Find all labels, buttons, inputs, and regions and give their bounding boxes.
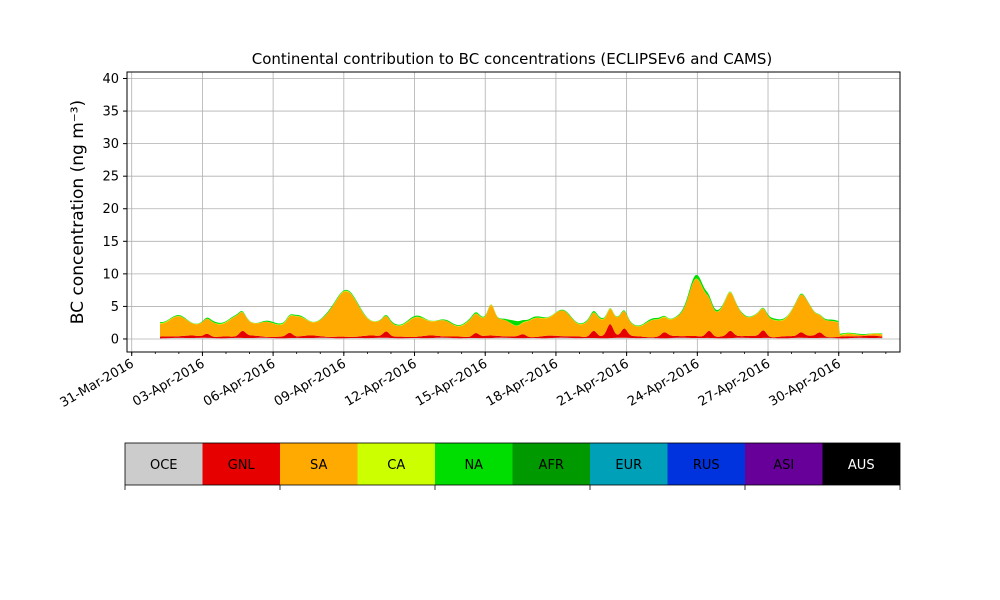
- area-oce: [159, 337, 883, 339]
- legend-colorbar: OCE GNL SA CA NA AFR EUR RUS ASI AUS: [124, 442, 901, 490]
- legend-label-sa: SA: [310, 458, 327, 473]
- y-tick-label: 5: [111, 300, 119, 315]
- chart-title: Continental contribution to BC concentra…: [252, 50, 773, 68]
- x-tick-label: 30-Apr-2016: [767, 356, 844, 409]
- x-tick-label: 15-Apr-2016: [413, 356, 490, 409]
- legend-label-afr: AFR: [539, 458, 564, 473]
- y-axis-label: BC concentration (ng m⁻³): [68, 100, 88, 324]
- legend-swatch-oce: [125, 443, 203, 485]
- legend-swatch-na: [435, 443, 513, 485]
- x-tick-label: 27-Apr-2016: [696, 356, 773, 409]
- legend-frame: [124, 442, 901, 486]
- legend-label-gnl: GNL: [228, 458, 256, 473]
- legend-label-oce: OCE: [150, 458, 178, 473]
- legend-swatch-eur: [590, 443, 668, 485]
- y-tick-label: 0: [111, 332, 119, 347]
- x-tick-label: 12-Apr-2016: [342, 356, 419, 409]
- y-tick-label: 30: [102, 137, 119, 152]
- y-tick-label: 35: [102, 105, 119, 120]
- legend-swatch-aus: [822, 443, 900, 485]
- area-na: [159, 274, 883, 335]
- x-tick-label: 24-Apr-2016: [625, 356, 702, 409]
- legend-swatch-gnl: [202, 443, 280, 485]
- legend-label-asi: ASI: [773, 458, 794, 473]
- legend-label-na: NA: [464, 458, 483, 473]
- y-tick-label: 20: [102, 202, 119, 217]
- legend-swatch-sa: [280, 443, 358, 485]
- x-tick-label: 03-Apr-2016: [130, 356, 207, 409]
- legend-swatch-ca: [357, 443, 435, 485]
- legend-label-aus: AUS: [848, 458, 875, 473]
- stacked-areas: [159, 274, 883, 339]
- area-gnl: [159, 324, 883, 339]
- legend-swatch-asi: [745, 443, 823, 485]
- x-tick-label: 21-Apr-2016: [555, 356, 632, 409]
- legend-label-eur: EUR: [615, 458, 642, 473]
- x-tick-label: 06-Apr-2016: [201, 356, 278, 409]
- x-tick-label: 09-Apr-2016: [272, 356, 349, 409]
- area-ca: [159, 278, 883, 336]
- x-tick-label: 31-Mar-2016: [58, 356, 137, 410]
- legend-swatch-afr: [512, 443, 590, 485]
- grid: [127, 72, 900, 352]
- legend-label-ca: CA: [387, 458, 405, 473]
- x-tick-label: 18-Apr-2016: [484, 356, 561, 409]
- legend-label-rus: RUS: [693, 458, 720, 473]
- y-tick-label: 15: [102, 235, 119, 250]
- y-tick-label: 40: [102, 72, 119, 87]
- plot-frame: [126, 71, 901, 353]
- legend-swatch-rus: [667, 443, 745, 485]
- area-sa: [159, 278, 883, 338]
- y-tick-label: 10: [102, 267, 119, 282]
- y-tick-label: 25: [102, 170, 119, 185]
